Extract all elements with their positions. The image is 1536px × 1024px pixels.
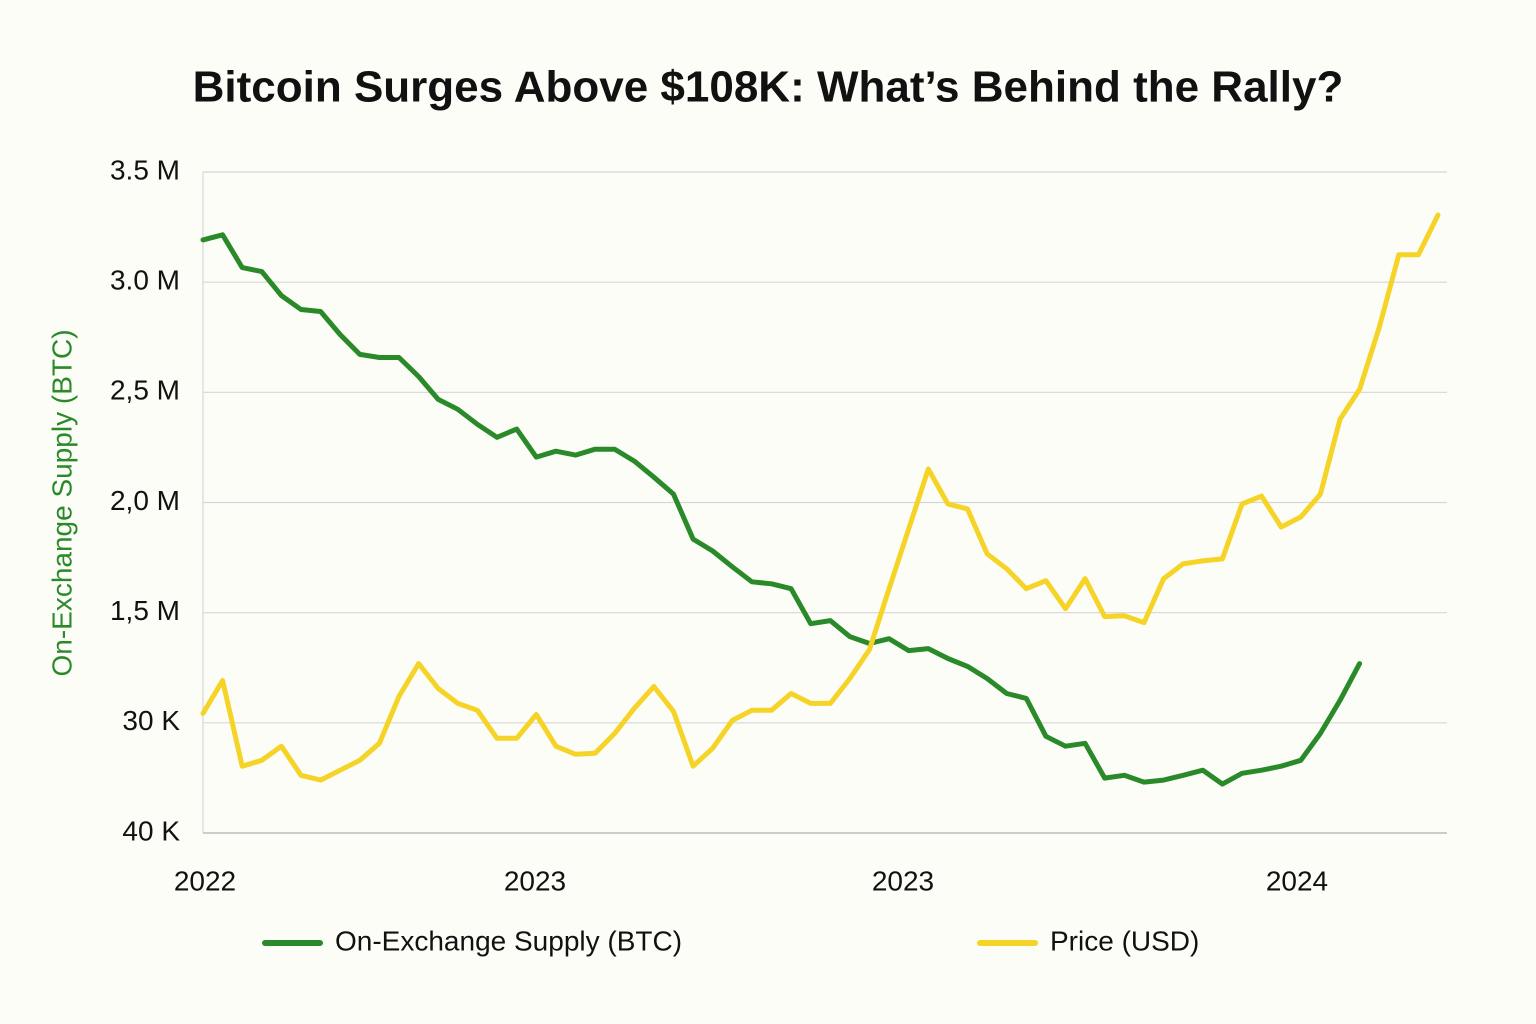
x-tick-label: 2024	[1266, 865, 1328, 896]
series-line	[200, 232, 1363, 787]
y-tick-label: 30 K	[122, 705, 180, 736]
y-tick-label: 2,0 M	[110, 485, 180, 516]
x-tick-label: 2023	[872, 865, 934, 896]
y-tick-label: 3.5 M	[110, 154, 180, 185]
series-line	[200, 212, 1441, 783]
chart-title: Bitcoin Surges Above $108K: What’s Behin…	[193, 63, 1344, 112]
y-axis-title: On-Exchange Supply (BTC)	[46, 329, 77, 676]
legend-label: Price (USD)	[1050, 925, 1199, 956]
x-tick-label: 2022	[174, 865, 236, 896]
x-tick-label: 2023	[504, 865, 566, 896]
y-tick-label: 2,5 M	[110, 375, 180, 406]
legend-label: On-Exchange Supply (BTC)	[335, 925, 682, 956]
y-tick-label: 3.0 M	[110, 265, 180, 296]
y-tick-label: 1,5 M	[110, 595, 180, 626]
y-tick-label: 40 K	[122, 815, 180, 846]
